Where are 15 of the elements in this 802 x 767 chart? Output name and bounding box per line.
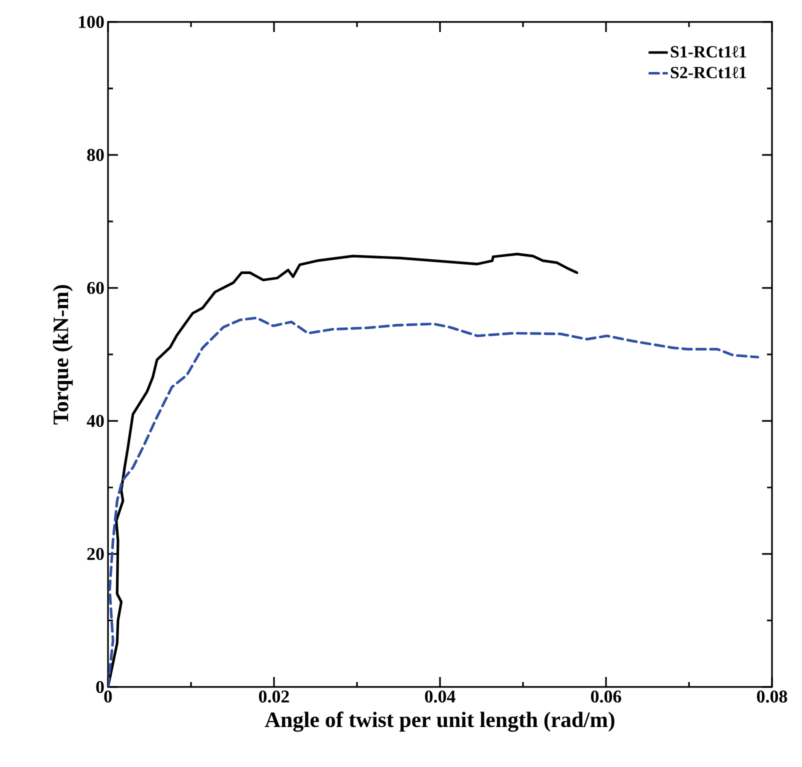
- y-tick-label: 40: [86, 414, 104, 428]
- y-tick-label: 0: [96, 680, 104, 694]
- x-tick-label: 0: [104, 690, 112, 703]
- x-axis-title: Angle of twist per unit length (rad/m): [264, 712, 614, 732]
- y-tick-label: 80: [87, 148, 104, 162]
- y-tick-label: 20: [87, 548, 104, 560]
- y-axis-title: Torque (kN-m): [52, 285, 73, 424]
- x-tick-label: 0.08: [757, 690, 788, 703]
- legend-label: S1-RCt1ℓ1: [670, 46, 746, 58]
- y-tick-label: 100: [79, 16, 104, 28]
- x-tick-label: 0.04: [425, 690, 456, 703]
- y-tick-label: 60: [87, 282, 104, 294]
- x-tick-label: 0.02: [259, 690, 289, 703]
- x-tick-label: 0.06: [591, 690, 622, 703]
- legend-label: S2-RCt1ℓ1: [670, 66, 746, 78]
